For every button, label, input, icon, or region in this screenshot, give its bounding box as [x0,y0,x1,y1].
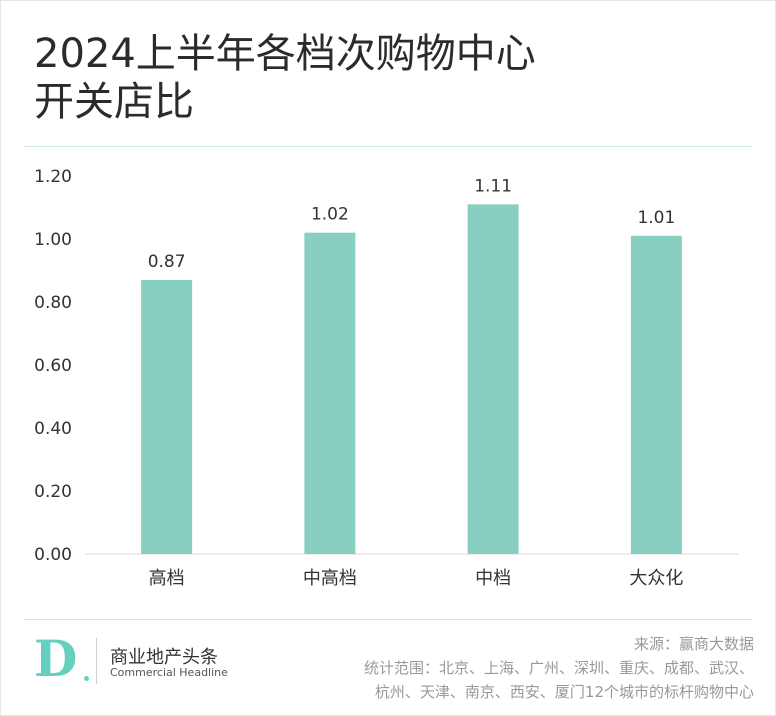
y-tick-label: 0.20 [34,482,72,502]
y-tick-label: 0.40 [34,419,72,439]
brand-name-en: Commercial Headline [110,666,228,679]
bar [630,235,682,554]
y-tick-label: 0.80 [34,293,72,313]
source-note: 来源：赢商大数据 统计范围：北京、上海、广州、深圳、重庆、成都、武汉、 杭州、天… [294,632,754,704]
source-text: 来源：赢商大数据 [633,635,754,653]
bar [304,232,356,554]
brand-logo-icon: D [34,629,78,688]
y-tick-label: 0.60 [34,356,72,376]
x-tick-label: 大众化 [629,568,683,589]
title-line-2: 开关店比 [34,79,194,125]
bar [467,204,519,554]
data-label: 1.11 [474,176,512,196]
bar-series [141,204,682,554]
page-title: 2024上半年各档次购物中心 开关店比 [34,30,536,126]
y-axis-ticks: 0.00 0.20 0.40 0.60 0.80 1.00 1.20 [34,167,72,565]
data-label: 0.87 [148,252,186,272]
scope-line-1: 统计范围：北京、上海、广州、深圳、重庆、成都、武汉、 [363,659,754,677]
bar [141,279,193,554]
data-label: 1.01 [637,208,675,228]
brand-name-cn: 商业地产头条 [110,647,218,668]
top-divider [24,146,752,147]
data-label: 1.02 [311,205,349,225]
x-tick-label: 中档 [475,568,511,589]
x-tick-label: 高档 [149,568,185,589]
bottom-divider [24,619,752,620]
scope-line-2: 杭州、天津、南京、西安、厦门12个城市的标杆购物中心 [374,683,754,701]
brand-divider [96,638,97,684]
y-tick-label: 1.20 [34,167,72,187]
x-tick-label: 中高档 [303,568,357,589]
bar-chart: 0.00 0.20 0.40 0.60 0.80 1.00 1.20 0.87 1.02 1.1… [34,167,738,589]
logo-dot [84,676,89,681]
y-tick-label: 1.00 [34,230,72,250]
x-axis-labels: 高档 中高档 中档 大众化 [149,568,684,589]
title-line-1: 2024上半年各档次购物中心 [34,31,536,77]
y-tick-label: 0.00 [34,545,72,565]
data-labels: 0.87 1.02 1.11 1.01 [148,176,676,272]
